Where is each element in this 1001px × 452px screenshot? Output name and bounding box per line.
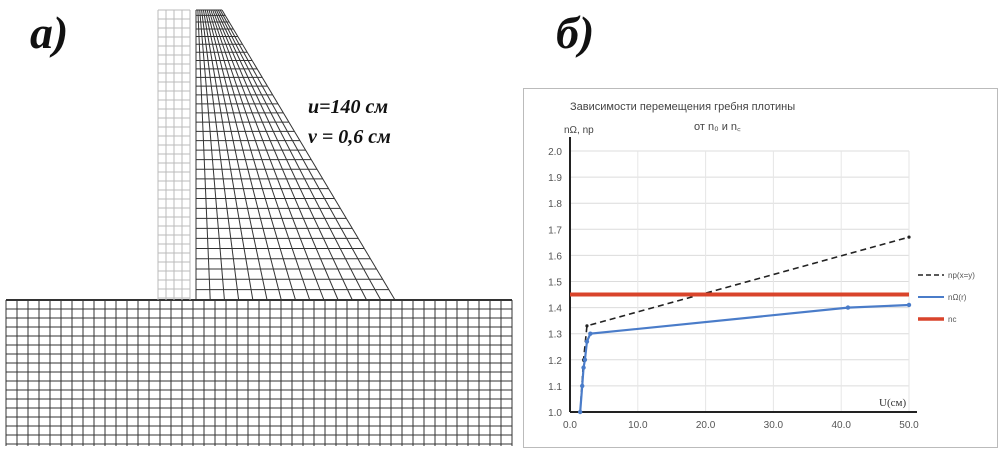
- series-point: [845, 305, 851, 310]
- y-tick-label: 1.4: [548, 304, 562, 315]
- dam-body-mesh: [195, 9, 396, 301]
- series-point: [580, 383, 585, 389]
- x-tick-label: 40.0: [831, 420, 851, 431]
- legend-label: nc: [948, 315, 956, 324]
- series-point: [584, 339, 590, 344]
- series-line-1: [579, 303, 910, 413]
- y-tick-label: 1.5: [548, 278, 562, 289]
- y-tick-label: 1.7: [548, 225, 562, 236]
- x-axis-label: U(см): [879, 397, 906, 409]
- series-point: [588, 331, 593, 336]
- chart-subtitle: от n₀ и n꜀: [694, 121, 741, 133]
- x-tick-label: 0.0: [563, 420, 577, 431]
- foundation-mesh: [5, 299, 513, 446]
- series-point: [582, 357, 588, 362]
- legend-label: np(x=y): [948, 271, 975, 280]
- x-tick-label: 30.0: [764, 420, 784, 431]
- finite-element-mesh: [5, 9, 513, 446]
- x-tick-label: 10.0: [628, 420, 648, 431]
- series-point: [907, 235, 911, 239]
- chart-grid: [569, 150, 910, 413]
- series-point: [585, 324, 589, 328]
- y-tick-label: 1.1: [548, 382, 562, 393]
- panel-a-label: а): [30, 7, 69, 58]
- y-axis-label: nΩ, np: [564, 125, 594, 136]
- displacement-u-label: u=140 см: [308, 96, 389, 118]
- x-tick-label: 50.0: [899, 420, 919, 431]
- upstream-column-mesh: [157, 9, 191, 300]
- series-point: [577, 409, 583, 415]
- y-tick-label: 1.0: [548, 408, 562, 419]
- y-tick-label: 1.6: [548, 251, 562, 262]
- legend-label: nΩ(r): [948, 293, 967, 302]
- chart-frame: Зависимости перемещения гребня плотины о…: [523, 88, 998, 448]
- chart-plot: 1.0 1.1 1.2 1.3 1.4 1.5 1.6 1.7 1.8 1.9 2.0 0.0 10.0…: [548, 125, 975, 431]
- panel-b-label: б): [556, 7, 595, 58]
- displacement-v-label: v = 0,6 см: [308, 126, 391, 148]
- y-tick-label: 1.8: [548, 199, 562, 210]
- chart-title: Зависимости перемещения гребня плотины: [570, 101, 796, 113]
- chart-legend: np(x=y) nΩ(r) nc: [918, 271, 975, 324]
- series-line-0: [579, 236, 910, 413]
- x-tick-label: 20.0: [696, 420, 716, 431]
- series-point: [581, 365, 586, 370]
- series-point: [906, 302, 912, 308]
- y-tick-label: 1.3: [548, 330, 562, 341]
- y-tick-label: 2.0: [548, 147, 562, 158]
- y-tick-label: 1.9: [548, 173, 562, 184]
- y-tick-label: 1.2: [548, 356, 562, 367]
